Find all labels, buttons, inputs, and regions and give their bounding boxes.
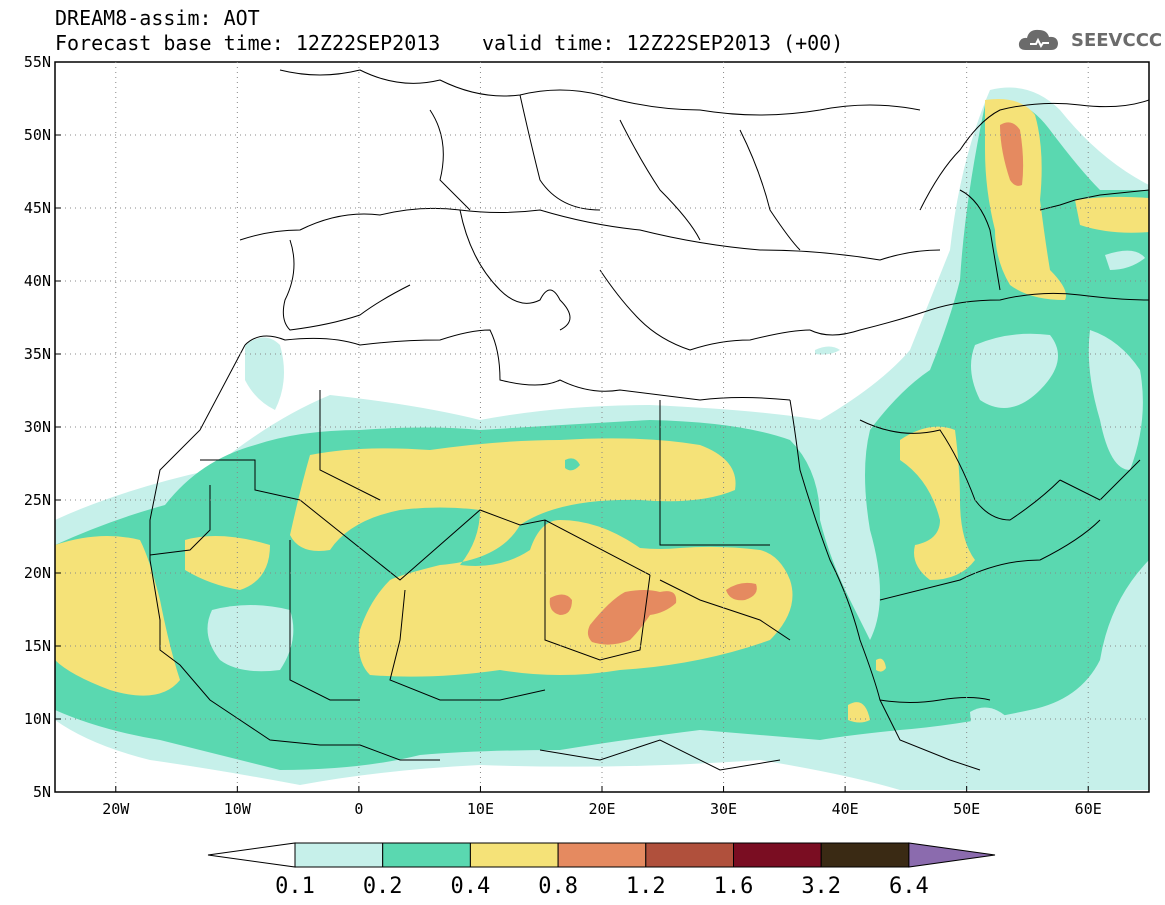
lat-label: 35N [24,345,51,363]
aot-level-0.4 [55,99,1149,723]
aot-field [55,69,1149,790]
lat-label: 45N [24,199,51,217]
lon-label: 20E [588,800,615,818]
colorbar-swatch [557,842,647,868]
map-title: DREAM8-assim: AOT [55,6,260,30]
valid-time: valid time: 12Z22SEP2013 (+00) [482,31,844,55]
logo-wordmark: SEEVCCC [1071,30,1163,51]
lat-label: 15N [24,637,51,655]
lon-label: 10W [224,800,252,818]
lat-label: 50N [24,126,51,144]
lat-label: 10N [24,710,51,728]
graticule [55,61,1149,793]
lon-label: 10E [467,800,494,818]
latitude-labels: 55N 50N 45N 40N 35N 30N 25N 20N 15N 10N 5N [24,53,51,801]
lat-label: 5N [33,783,51,801]
lon-label: 60E [1075,800,1102,818]
colorbar-swatch [382,842,471,868]
colorbar-label: 0.2 [363,874,403,899]
colorbar-swatch [820,842,910,868]
lat-label: 40N [24,272,51,290]
colorbar-label: 0.1 [275,874,315,899]
colorbar-label: 0.4 [451,874,491,899]
lon-label: 30E [710,800,737,818]
country-borders [149,69,1149,771]
colorbar-swatch [294,842,384,868]
forecast-base-time: Forecast base time: 12Z22SEP2013 [55,31,441,55]
colorbar-label: 6.4 [889,874,929,899]
lon-label: 0 [354,800,363,818]
aot-level-0.2 [55,100,1149,772]
lat-label: 20N [24,564,51,582]
colorbar-label: 0.8 [538,874,578,899]
colorbar-right-arrow [908,842,996,868]
colorbar-label: 1.2 [626,874,666,899]
lat-label: 55N [24,53,51,71]
colorbar-label: 3.2 [801,874,841,899]
colorbar-swatch [645,842,734,868]
cloud-logo-icon [1018,29,1058,50]
longitude-labels: 20W 10W 0 10E 20E 30E 40E 50E 60E [102,800,1102,818]
lat-label: 25N [24,491,51,509]
colorbar-swatch [469,842,559,868]
aot-level-0.8 [549,122,1024,645]
lon-label: 50E [953,800,980,818]
colorbar-swatch [733,842,822,868]
colorbar: 0.1 0.2 0.4 0.8 1.2 1.6 3.2 6.4 [207,842,996,899]
colorbar-label: 1.6 [714,874,754,899]
lat-label: 30N [24,418,51,436]
lon-label: 20W [102,800,130,818]
lon-label: 40E [832,800,859,818]
colorbar-left-arrow [207,842,296,868]
